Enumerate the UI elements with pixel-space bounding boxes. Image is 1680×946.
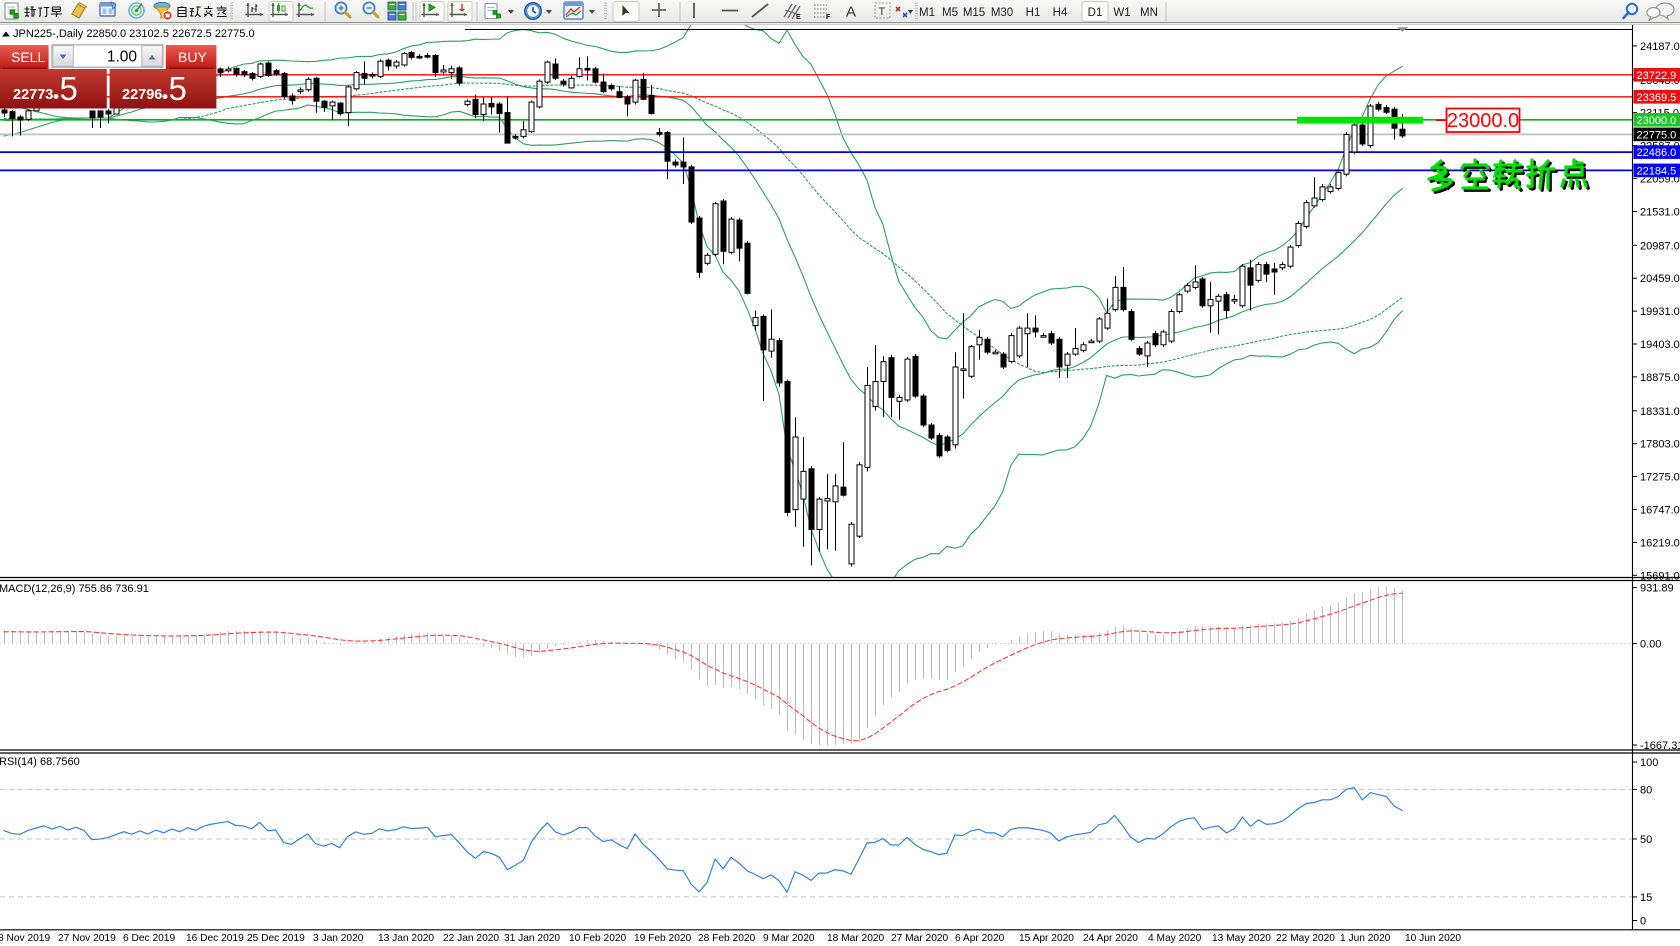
svg-text:22773: 22773 [13, 87, 53, 103]
svg-text:E: E [796, 14, 801, 21]
svg-text:MACD(12,26,9) 755.86 736.91: MACD(12,26,9) 755.86 736.91 [0, 583, 149, 595]
svg-text:15: 15 [1640, 892, 1652, 904]
svg-text:0.00: 0.00 [1640, 639, 1661, 651]
svg-text:6 Dec 2019: 6 Dec 2019 [123, 933, 175, 944]
svg-text:A: A [846, 4, 856, 21]
svg-text:27 Nov 2019: 27 Nov 2019 [58, 933, 116, 944]
svg-text:20459.0: 20459.0 [1640, 273, 1680, 285]
svg-text:20987.0: 20987.0 [1640, 240, 1680, 252]
svg-text:22 Jan 2020: 22 Jan 2020 [443, 933, 499, 944]
svg-text:M30: M30 [991, 7, 1013, 19]
svg-text:931.89: 931.89 [1640, 583, 1674, 595]
svg-text:BUY: BUY [178, 49, 207, 65]
svg-text:22775.0: 22775.0 [1637, 129, 1677, 141]
svg-text:5: 5 [169, 70, 187, 107]
svg-text:SELL: SELL [11, 49, 45, 65]
svg-text:4 May 2020: 4 May 2020 [1148, 933, 1202, 944]
svg-text:6 Apr 2020: 6 Apr 2020 [955, 933, 1005, 944]
svg-text:5: 5 [60, 70, 78, 107]
svg-text:19 Feb 2020: 19 Feb 2020 [634, 933, 692, 944]
svg-text:23000.0: 23000.0 [1637, 115, 1677, 127]
svg-text:-1667.31: -1667.31 [1640, 740, 1680, 752]
svg-text:23369.5: 23369.5 [1637, 92, 1677, 104]
svg-text:D1: D1 [1088, 7, 1103, 19]
svg-text:22796: 22796 [122, 87, 162, 103]
svg-text:22184.5: 22184.5 [1637, 165, 1677, 177]
svg-text:RSI(14) 68.7560: RSI(14) 68.7560 [0, 756, 80, 768]
svg-text:50: 50 [1640, 834, 1652, 846]
svg-text:17803.0: 17803.0 [1640, 439, 1680, 451]
svg-text:31 Jan 2020: 31 Jan 2020 [504, 933, 560, 944]
svg-text:MN: MN [1140, 7, 1158, 19]
svg-text:18875.0: 18875.0 [1640, 372, 1680, 384]
svg-text:13 May 2020: 13 May 2020 [1212, 933, 1271, 944]
svg-text:24187.0: 24187.0 [1640, 41, 1680, 53]
svg-text:23000.0: 23000.0 [1447, 110, 1519, 132]
svg-text:21531.0: 21531.0 [1640, 206, 1680, 218]
svg-text:10 Feb 2020: 10 Feb 2020 [569, 933, 627, 944]
svg-text:13 Jan 2020: 13 Jan 2020 [378, 933, 434, 944]
svg-text:T: T [879, 6, 886, 18]
svg-text:25 Dec 2019: 25 Dec 2019 [247, 933, 305, 944]
svg-text:18331.0: 18331.0 [1640, 406, 1680, 418]
svg-text:80: 80 [1640, 784, 1652, 796]
svg-text:15691.0: 15691.0 [1640, 570, 1680, 582]
svg-text:M1: M1 [919, 7, 935, 19]
svg-text:9 Mar 2020: 9 Mar 2020 [763, 933, 815, 944]
svg-text:19931.0: 19931.0 [1640, 306, 1680, 318]
svg-text:16219.0: 16219.0 [1640, 537, 1680, 549]
svg-text:23722.9: 23722.9 [1637, 70, 1677, 82]
svg-text:24 Apr 2020: 24 Apr 2020 [1083, 933, 1138, 944]
svg-text:JPN225-,Daily 22850.0 23102.5: JPN225-,Daily 22850.0 23102.5 22672.5 22… [13, 28, 255, 40]
svg-text:3 Jan 2020: 3 Jan 2020 [313, 933, 364, 944]
svg-text:19403.0: 19403.0 [1640, 339, 1680, 351]
svg-text:22 May 2020: 22 May 2020 [1276, 933, 1335, 944]
svg-text:16 Dec 2019: 16 Dec 2019 [186, 933, 244, 944]
svg-text:15 Apr 2020: 15 Apr 2020 [1019, 933, 1074, 944]
svg-text:16747.0: 16747.0 [1640, 505, 1680, 517]
svg-text:H4: H4 [1053, 7, 1068, 19]
svg-text:0: 0 [1640, 916, 1646, 928]
svg-text:F: F [826, 14, 831, 21]
svg-text:10 Jun 2020: 10 Jun 2020 [1405, 933, 1461, 944]
svg-text:18 Mar 2020: 18 Mar 2020 [827, 933, 885, 944]
svg-text:28 Feb 2020: 28 Feb 2020 [698, 933, 756, 944]
svg-text:17275.0: 17275.0 [1640, 472, 1680, 484]
svg-text:22486.0: 22486.0 [1637, 147, 1677, 159]
svg-text:H1: H1 [1026, 7, 1041, 19]
svg-text:1 Jun 2020: 1 Jun 2020 [1340, 933, 1391, 944]
svg-text:27 Mar 2020: 27 Mar 2020 [891, 933, 949, 944]
svg-text:100: 100 [1640, 757, 1658, 769]
svg-text:M15: M15 [963, 7, 985, 19]
svg-text:8 Nov 2019: 8 Nov 2019 [0, 933, 50, 944]
svg-text:W1: W1 [1113, 7, 1130, 19]
svg-text:M5: M5 [942, 7, 958, 19]
svg-text:1.00: 1.00 [107, 49, 138, 66]
